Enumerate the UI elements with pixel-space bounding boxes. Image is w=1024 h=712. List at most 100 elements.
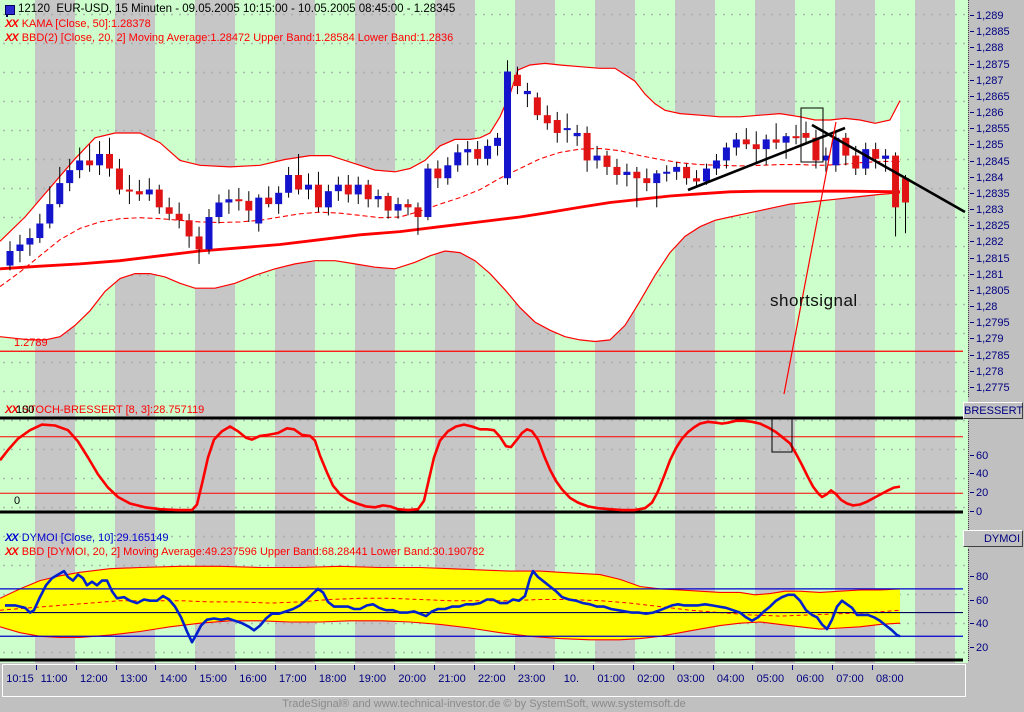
- time-axis-tick: [195, 665, 197, 670]
- time-axis-tick: [274, 665, 276, 670]
- price-axis-label: 1,281: [970, 269, 1004, 281]
- bressert-0-label: 0: [14, 495, 21, 507]
- price-axis-label: 1,2885: [970, 26, 1010, 38]
- time-axis-label: 08:00: [876, 673, 904, 685]
- chart-title: 12120 EUR-USD, 15 Minuten - 09.05.2005 1…: [18, 3, 456, 15]
- chart-background-stripes: [0, 0, 968, 663]
- formula-icon: XX: [5, 404, 19, 416]
- time-axis-tick: [712, 665, 714, 670]
- price-axis-label: 1,2865: [970, 91, 1010, 103]
- time-axis-label: 13:00: [119, 673, 148, 685]
- bressert-axis-label: 20: [970, 487, 988, 499]
- price-axis-label: 1,2785: [970, 350, 1010, 362]
- dymoi-axis-label: 40: [970, 618, 988, 630]
- time-axis-label: 05:00: [756, 673, 785, 685]
- time-axis-tick: [752, 665, 754, 670]
- bressert-axis-label: 60: [970, 450, 988, 462]
- bressert-axis-label: 40: [970, 468, 988, 480]
- price-chart: [0, 60, 966, 395]
- dymoi-axis-label: 80: [970, 571, 988, 583]
- time-axis-label: 19:00: [358, 673, 387, 685]
- time-axis-tick: [354, 665, 356, 670]
- price-axis-label: 1,284: [970, 172, 1004, 184]
- time-axis-tick: [832, 665, 833, 670]
- tab-bressert[interactable]: BRESSERT: [963, 402, 1023, 419]
- time-axis-label: 11:00: [40, 673, 68, 685]
- bressert-axis-label: 0: [970, 506, 982, 518]
- price-axis-label: 1,2815: [970, 253, 1010, 265]
- price-level-label: 1.2789: [14, 337, 48, 349]
- time-axis-label: 10:15: [6, 673, 34, 685]
- time-axis-tick: [871, 665, 873, 670]
- formula-icon: XX: [5, 546, 19, 558]
- time-axis-tick: [314, 665, 316, 670]
- time-axis-label: 18:00: [318, 673, 347, 685]
- stoch-bressert-chart: [0, 416, 963, 514]
- price-axis-line: [968, 0, 969, 397]
- bressert-axis-line: [968, 421, 969, 530]
- dymoi-axis-line: [968, 549, 969, 661]
- time-axis: 10:15 11:00 12:00 13:00 14:00 15:00 16:00 17:00…: [2, 664, 966, 697]
- dymoi-chart: [0, 565, 963, 662]
- time-axis-tick: [672, 665, 674, 670]
- time-axis-label: 22:00: [478, 673, 506, 685]
- time-axis-label: 04:00: [716, 673, 745, 685]
- price-axis-label: 1,278: [970, 366, 1004, 378]
- price-axis-label: 1,2795: [970, 317, 1010, 329]
- price-axis-label: 1,2875: [970, 59, 1010, 71]
- time-axis-tick: [473, 665, 475, 670]
- grid-dots: [0, 0, 968, 663]
- time-axis-label: 20:00: [398, 673, 426, 685]
- time-axis-tick: [155, 665, 157, 670]
- time-axis-label: 10.: [563, 673, 580, 685]
- formula-icon: XX: [5, 532, 19, 544]
- time-axis-label: 16:00: [239, 673, 267, 685]
- price-axis-label: 1,283: [970, 204, 1004, 216]
- price-axis-label: 1,285: [970, 139, 1004, 151]
- price-axis-label: 1,2855: [970, 123, 1010, 135]
- price-axis-label: 1,279: [970, 333, 1004, 345]
- time-axis-label: 02:00: [637, 673, 665, 685]
- time-axis-label: 06:00: [796, 673, 824, 685]
- time-axis-tick: [513, 665, 515, 670]
- dymoi-axis-label: 60: [970, 595, 988, 607]
- bressert-100-label: 100: [16, 404, 35, 416]
- time-axis-tick: [235, 665, 236, 670]
- formula-icon: XX: [5, 18, 19, 30]
- price-axis-label: 1,2825: [970, 220, 1010, 232]
- price-axis-label: 1,282: [970, 236, 1004, 248]
- time-axis-label: 07:00: [836, 673, 864, 685]
- tab-dymoi[interactable]: DYMOI: [963, 530, 1023, 547]
- time-axis-label: 03:00: [677, 673, 705, 685]
- time-axis-label: 01:00: [597, 673, 625, 685]
- time-axis-label: 14:00: [159, 673, 188, 685]
- shortsignal-annotation: shortsignal: [770, 291, 858, 310]
- time-axis-label: 15:00: [199, 673, 227, 685]
- time-axis-tick: [792, 665, 794, 670]
- time-axis-tick: [633, 665, 634, 670]
- time-axis-tick: [593, 665, 595, 670]
- price-axis-label: 1,288: [970, 42, 1004, 54]
- dymoi-axis-label: 20: [970, 642, 988, 654]
- bressert-indicator-label: XX STOCH-BRESSERT [8, 3]:28.757119: [5, 404, 205, 416]
- price-axis-label: 1,2835: [970, 188, 1010, 200]
- dymoi-bbd-indicator-label: XX BBD [DYMOI, 20, 2] Moving Average:49.2…: [5, 546, 485, 558]
- kama-indicator-label: XX KAMA [Close, 50]:1.28378: [5, 18, 151, 30]
- price-axis-label: 1,28: [970, 301, 997, 313]
- footer-credits: TradeSignal® and www.technical-investor.…: [282, 698, 686, 710]
- dymoi-indicator-label: XX DYMOI [Close, 10]:29.165149: [5, 532, 169, 544]
- price-axis-label: 1,2775: [970, 382, 1010, 394]
- bbd-indicator-label: XX BBD(2) [Close, 20, 2] Moving Average:1…: [5, 32, 454, 44]
- price-axis-label: 1,287: [970, 75, 1004, 87]
- time-axis-label: 23:00: [517, 673, 546, 685]
- time-axis-label: 12:00: [80, 673, 108, 685]
- formula-icon: XX: [5, 32, 19, 44]
- time-axis-tick: [394, 665, 396, 670]
- price-axis-label: 1,286: [970, 107, 1004, 119]
- time-axis-label: 17:00: [279, 673, 307, 685]
- time-axis-tick: [36, 665, 37, 670]
- price-axis-label: 1,2845: [970, 156, 1010, 168]
- time-axis-label: 21:00: [438, 673, 466, 685]
- price-axis-label: 1,289: [970, 10, 1004, 22]
